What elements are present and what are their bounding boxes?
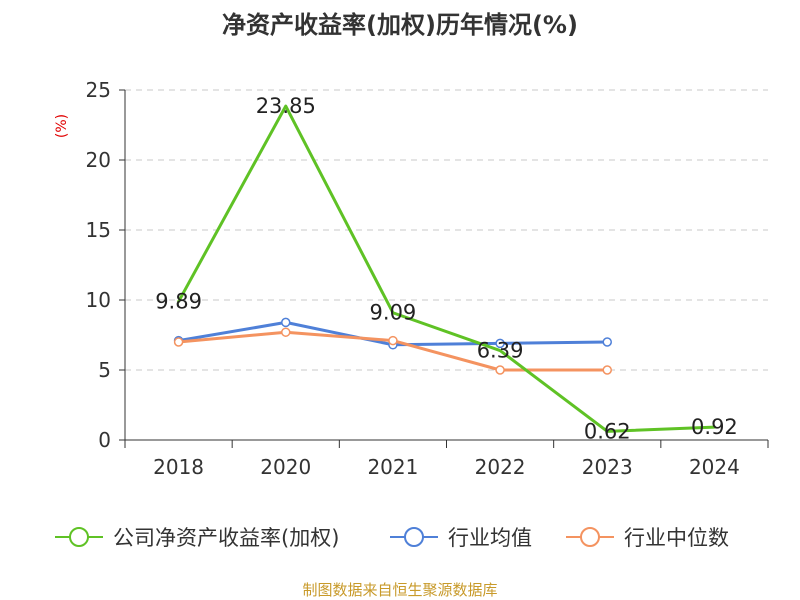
data-point (281, 317, 291, 328)
y-tick-label: 25 (86, 78, 111, 102)
data-point (602, 365, 612, 375)
x-tick-label: 2022 (475, 455, 526, 479)
x-tick-label: 2021 (367, 455, 418, 479)
data-point (495, 338, 505, 349)
chart-title: 净资产收益率(加权)历年情况(%) (222, 11, 578, 39)
legend-marker (69, 527, 89, 547)
data-point (281, 327, 291, 337)
y-tick-label: 20 (86, 148, 111, 172)
y-tick-label: 5 (98, 358, 111, 382)
legend-label: 公司净资产收益率(加权) (113, 526, 339, 550)
data-label: 23.85 (256, 94, 316, 118)
legend-marker (580, 527, 600, 547)
data-labels: 9.89 23.85 9.09 6.39 0.62 0.92 (155, 94, 738, 443)
y-axis-label: (%) (54, 114, 70, 138)
source-note: 制图数据来自恒生聚源数据库 (302, 581, 497, 599)
series-line (177, 104, 716, 433)
data-point (495, 365, 505, 375)
x-tick-label: 2024 (689, 455, 740, 479)
axes: 0 5 10 15 20 25 2018 2020 2021 2022 2023 2024 (86, 78, 769, 479)
series-lines (173, 104, 716, 433)
legend: 公司净资产收益率(加权) 行业均值 行业中位数 (55, 526, 729, 550)
y-tick-label: 15 (86, 218, 111, 242)
legend-label: 行业均值 (448, 526, 532, 550)
data-point (173, 337, 184, 347)
data-label: 9.09 (370, 301, 417, 325)
x-tick-label: 2023 (582, 455, 633, 479)
y-tick-label: 10 (86, 288, 111, 312)
data-label: 6.39 (477, 339, 524, 363)
data-point (602, 337, 612, 347)
data-label: 9.89 (155, 290, 202, 314)
data-point (388, 335, 398, 346)
x-tick-label: 2018 (153, 455, 204, 479)
y-tick-label: 0 (98, 428, 111, 452)
legend-marker (404, 527, 424, 547)
x-tick-label: 2020 (260, 455, 311, 479)
legend-label: 行业中位数 (624, 526, 729, 550)
data-label: 0.62 (584, 419, 631, 443)
grid-lines (125, 89, 768, 371)
data-label: 0.92 (691, 415, 738, 439)
